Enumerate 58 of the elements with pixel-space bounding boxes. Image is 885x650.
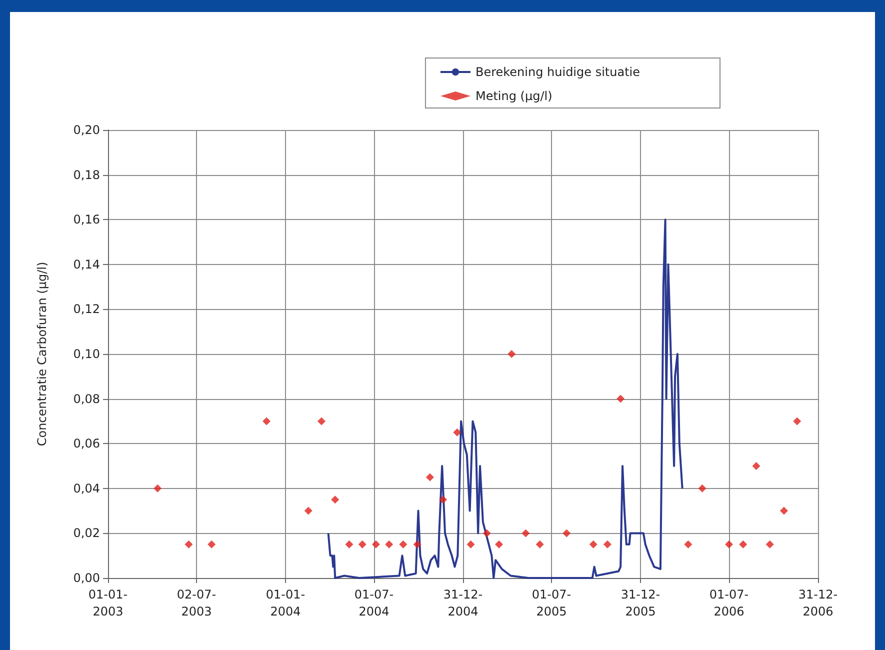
y-tick-label: 0,14 bbox=[73, 257, 100, 272]
point bbox=[184, 540, 193, 548]
x-tick-label: 01-07- 2005 bbox=[532, 588, 572, 618]
point bbox=[426, 473, 434, 482]
point bbox=[482, 529, 491, 538]
point bbox=[262, 417, 271, 426]
point bbox=[304, 506, 312, 515]
point bbox=[208, 540, 216, 548]
point bbox=[358, 540, 366, 548]
y-tick-label: 0,16 bbox=[73, 212, 100, 227]
point bbox=[522, 529, 530, 538]
y-tick-label: 0,20 bbox=[73, 123, 100, 137]
x-tick-label: 01-07- 2006 bbox=[709, 588, 749, 618]
point bbox=[780, 506, 788, 515]
point bbox=[562, 529, 571, 538]
point bbox=[725, 540, 734, 548]
y-tick-label: 0,00 bbox=[73, 571, 100, 585]
point bbox=[698, 484, 706, 492]
point bbox=[345, 540, 354, 548]
y-tick-label: 0,06 bbox=[73, 436, 100, 451]
point bbox=[766, 540, 774, 548]
point bbox=[684, 540, 692, 548]
legend-label: Meting (µg/l) bbox=[475, 89, 552, 103]
point bbox=[399, 540, 408, 548]
y-tick-label: 0,12 bbox=[73, 302, 100, 316]
point bbox=[466, 540, 475, 548]
x-tick-label: 31-12- 2006 bbox=[798, 588, 838, 618]
point bbox=[494, 540, 503, 548]
y-tick-label: 0,02 bbox=[73, 526, 100, 540]
point bbox=[793, 417, 802, 426]
point bbox=[536, 540, 544, 548]
y-axis-title: Concentratie Carbofuran (µg/l) bbox=[35, 262, 49, 446]
y-tick-label: 0,10 bbox=[73, 347, 100, 361]
legend-label: Berekening huidige situatie bbox=[475, 65, 640, 79]
point bbox=[616, 394, 625, 403]
point bbox=[603, 540, 612, 548]
x-tick-label: 31-12- 2005 bbox=[620, 588, 660, 618]
point bbox=[589, 540, 598, 548]
point bbox=[154, 484, 162, 492]
x-tick-label: 01-07- 2004 bbox=[354, 588, 394, 618]
point bbox=[439, 496, 448, 504]
y-tick-label: 0,04 bbox=[73, 481, 100, 496]
point bbox=[372, 540, 380, 548]
point bbox=[752, 462, 760, 470]
point bbox=[739, 540, 748, 548]
point bbox=[317, 417, 326, 426]
x-tick-label: 31-12- 2004 bbox=[443, 588, 483, 618]
y-tick-label: 0,18 bbox=[73, 168, 100, 182]
point bbox=[413, 540, 422, 548]
point bbox=[508, 350, 516, 358]
point bbox=[385, 540, 394, 548]
x-tick-label: 01-01- 2003 bbox=[88, 588, 128, 618]
point bbox=[331, 496, 340, 504]
x-tick-label: 01-01- 2004 bbox=[266, 588, 306, 618]
x-tick-label: 02-07- 2003 bbox=[176, 588, 216, 618]
point bbox=[453, 428, 462, 436]
y-tick-label: 0,08 bbox=[73, 392, 100, 406]
line-series bbox=[327, 218, 684, 579]
